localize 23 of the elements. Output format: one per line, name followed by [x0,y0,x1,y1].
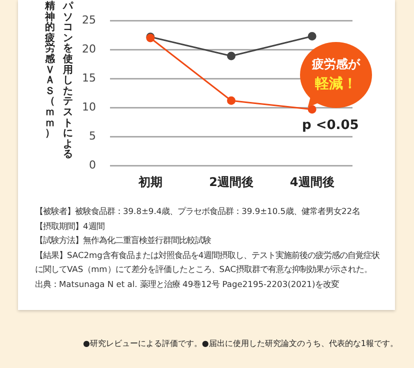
text: ●研究レビューによる評価です。●届出に使用した研究論文のうち、代表的な1報です。 [82,338,398,349]
text: パソコンを使用したテストによる精神的疲労感ＶＡＳ（ｍｍ） [45,1,73,160]
text: 【試験方法】無作為化二重盲検並行群間比較試験 [35,234,212,247]
x-tick-label: 2週間後 [209,174,254,189]
point [227,96,236,105]
y-tick-label: 25 [82,13,96,26]
annotation: p <0.05 [302,118,359,133]
point [308,105,316,114]
x-tick-label: 4週間後 [290,174,334,189]
y-tick-label: 5 [88,129,96,142]
text: 【結果】SAC2mg含有食品または対照食品を4週間摂取し、テスト実施前後の疲労感の自覚症状に関してVAS（mm）にて差分を評価したところ、SAC摂取群で有意な抑制効果が示された。 [35,248,381,276]
annotation: 疲労感が [310,56,362,73]
y-tick-label: 10 [82,100,96,114]
y-tick-label: 0 [88,158,96,172]
annotation: 軽減！ [314,75,358,93]
y-tick-label: 15 [82,71,96,84]
point [308,32,316,41]
text: 【摂取期間】4週間 [35,220,106,232]
source-note: 出典：Matsunaga N et al. 薬理と治療 49巻12号 Page2195-2203(2021)を改変 [35,278,340,291]
text: 【被験者】被験食品群：39.8±9.4歳、プラセボ食品群：39.9±10.5歳、健常者男女22名 [35,205,362,218]
point [227,52,236,60]
x-tick-label: 初期 [137,174,162,189]
y-tick-label: 20 [82,42,96,56]
